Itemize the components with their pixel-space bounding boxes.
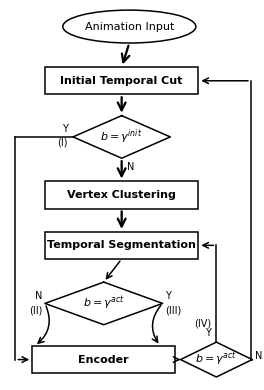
Text: $b = \gamma^{init}$: $b = \gamma^{init}$: [101, 128, 143, 146]
Bar: [45, 181, 199, 209]
Text: Y: Y: [205, 328, 211, 338]
Text: (III): (III): [165, 305, 181, 316]
Text: (IV): (IV): [194, 319, 211, 329]
Text: Vertex Clustering: Vertex Clustering: [67, 190, 176, 200]
Text: Initial Temporal Cut: Initial Temporal Cut: [60, 76, 183, 86]
Text: (II): (II): [29, 305, 42, 316]
Text: N: N: [255, 351, 262, 361]
Text: Temporal Segmentation: Temporal Segmentation: [47, 240, 196, 250]
Text: $b = \gamma^{act}$: $b = \gamma^{act}$: [195, 351, 237, 369]
Bar: [45, 67, 199, 94]
Bar: [32, 346, 175, 373]
Text: N: N: [127, 162, 134, 172]
Text: Y: Y: [62, 124, 68, 134]
Text: Animation Input: Animation Input: [85, 21, 174, 32]
Text: Y: Y: [165, 291, 171, 301]
Text: N: N: [35, 291, 42, 301]
Text: Encoder: Encoder: [78, 355, 129, 365]
Text: $b = \gamma^{act}$: $b = \gamma^{act}$: [83, 294, 125, 312]
Bar: [45, 232, 199, 259]
Text: (I): (I): [58, 138, 68, 148]
